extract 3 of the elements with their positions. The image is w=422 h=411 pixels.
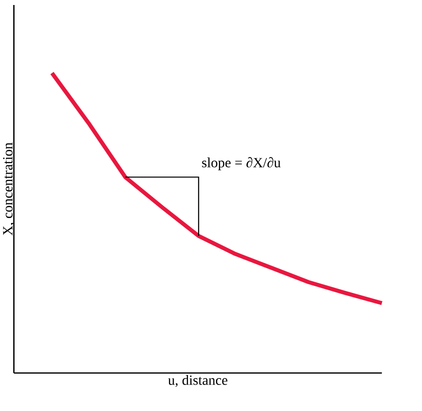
x-axis-title: u, distance: [168, 375, 228, 387]
y-axis-title: X, concentration: [3, 142, 15, 236]
annotation: slope = ∂X/∂u: [202, 157, 281, 170]
